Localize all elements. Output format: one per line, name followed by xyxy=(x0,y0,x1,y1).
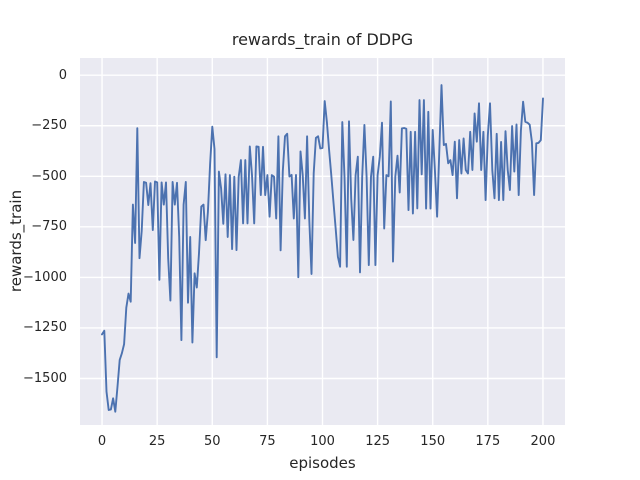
x-tick-label: 100 xyxy=(310,434,335,449)
y-tick-label: −1000 xyxy=(23,269,67,285)
x-tick-label: 125 xyxy=(365,434,391,449)
y-tick-label: −250 xyxy=(31,118,67,134)
y-tick-label: −500 xyxy=(31,168,67,184)
y-tick-label: 0 xyxy=(58,67,67,83)
y-tick-label: −750 xyxy=(31,219,67,235)
x-tick-label: 75 xyxy=(259,434,276,449)
rewards-line xyxy=(101,84,544,413)
y-tick-label: −1500 xyxy=(23,370,67,386)
x-tick-label: 25 xyxy=(148,434,166,449)
x-axis-label: episodes xyxy=(289,454,356,472)
chart-title: rewards_train of DDPG xyxy=(231,30,414,49)
y-tick-label: −1250 xyxy=(23,320,67,336)
x-tick-label: 200 xyxy=(530,434,556,449)
x-tick-label: 150 xyxy=(420,434,446,449)
x-tick-label: 0 xyxy=(97,434,107,449)
x-tick-label: 175 xyxy=(475,434,501,449)
x-tick-label: 50 xyxy=(203,434,221,449)
